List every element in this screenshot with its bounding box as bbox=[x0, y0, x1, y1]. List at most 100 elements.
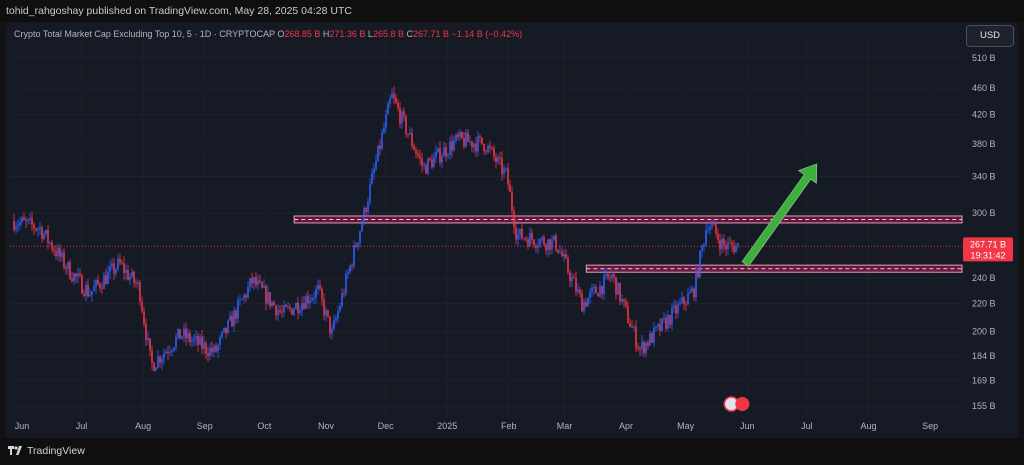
candle-body bbox=[27, 219, 29, 222]
candle-body bbox=[85, 285, 87, 296]
candle-body bbox=[59, 247, 61, 257]
candle-body bbox=[63, 252, 65, 268]
candle-body bbox=[115, 269, 117, 274]
candle-body bbox=[635, 326, 637, 348]
candle-body bbox=[125, 269, 127, 273]
candle-body bbox=[407, 133, 409, 135]
candle-body bbox=[401, 111, 403, 124]
candle-body bbox=[469, 141, 471, 143]
candle-body bbox=[723, 239, 725, 246]
candle-body bbox=[241, 298, 243, 300]
candle-body bbox=[361, 223, 363, 232]
candle-body bbox=[441, 156, 443, 163]
candle-body bbox=[641, 341, 643, 350]
candle-body bbox=[103, 275, 105, 289]
candle-body bbox=[29, 218, 31, 220]
candle-body bbox=[113, 263, 115, 274]
candle-body bbox=[661, 318, 663, 331]
candle-body bbox=[53, 249, 55, 252]
candle-body bbox=[593, 286, 595, 289]
candle-body bbox=[611, 274, 613, 279]
candle-body bbox=[391, 93, 393, 99]
ohlc-low-value: 265.8 B bbox=[372, 29, 404, 39]
candle-body bbox=[41, 227, 43, 240]
candle-body bbox=[251, 278, 253, 284]
candle-body bbox=[65, 267, 67, 269]
currency-button[interactable]: USD bbox=[966, 25, 1014, 47]
chart-panel bbox=[6, 22, 1018, 438]
candle-body bbox=[447, 155, 449, 157]
candle-body bbox=[33, 224, 35, 229]
candle-body bbox=[121, 262, 123, 264]
candle-body bbox=[177, 328, 179, 338]
candle-body bbox=[81, 275, 83, 294]
x-tick-label: Feb bbox=[501, 421, 517, 431]
candle-body bbox=[475, 143, 477, 152]
candle-body bbox=[501, 158, 503, 174]
candle-body bbox=[117, 258, 119, 270]
candle-body bbox=[525, 238, 527, 240]
candle-body bbox=[143, 311, 145, 325]
candle-body bbox=[195, 335, 197, 339]
candle-body bbox=[577, 289, 579, 292]
candle-body bbox=[717, 233, 719, 241]
y-tick-label: 220 B bbox=[972, 299, 996, 309]
candle-body bbox=[471, 141, 473, 148]
candle-body bbox=[235, 310, 237, 319]
candle-body bbox=[725, 245, 727, 250]
candle-body bbox=[629, 323, 631, 327]
candle-body bbox=[181, 336, 183, 339]
x-tick-label: Sep bbox=[922, 421, 938, 431]
y-tick-label: 510 B bbox=[972, 53, 996, 63]
candle-body bbox=[93, 286, 95, 291]
candle-body bbox=[261, 282, 263, 288]
candle-body bbox=[627, 306, 629, 324]
candle-body bbox=[167, 351, 169, 353]
candle-body bbox=[651, 333, 653, 343]
candle-body bbox=[513, 210, 515, 228]
candle-body bbox=[491, 147, 493, 149]
candle-body bbox=[493, 148, 495, 157]
y-tick-label: 420 B bbox=[972, 110, 996, 120]
candle-body bbox=[701, 246, 703, 251]
candle-body bbox=[673, 305, 675, 308]
candle-body bbox=[677, 304, 679, 314]
candle-body bbox=[243, 294, 245, 299]
candle-body bbox=[219, 337, 221, 345]
candle-body bbox=[465, 132, 467, 147]
candle-body bbox=[359, 231, 361, 243]
candle-body bbox=[667, 315, 669, 329]
candle-body bbox=[211, 347, 213, 353]
candle-body bbox=[357, 242, 359, 247]
candle-body bbox=[57, 247, 59, 257]
candle-body bbox=[705, 230, 707, 245]
x-tick-label: Mar bbox=[557, 421, 573, 431]
candle-body bbox=[213, 345, 215, 353]
candle-body bbox=[685, 303, 687, 305]
candle-body bbox=[153, 362, 155, 371]
bullish-arrow-annotation[interactable] bbox=[741, 163, 818, 267]
candle-body bbox=[431, 159, 433, 168]
candle-body bbox=[13, 220, 15, 230]
bar-countdown-timer: 19:31:42 bbox=[970, 250, 1005, 260]
candle-body bbox=[343, 293, 345, 295]
candle-body bbox=[51, 242, 53, 250]
candle-body bbox=[703, 244, 705, 247]
candle-body bbox=[19, 221, 21, 226]
y-tick-label: 300 B bbox=[972, 208, 996, 218]
candle-body bbox=[505, 168, 507, 170]
candle-body bbox=[267, 291, 269, 304]
candle-body bbox=[679, 302, 681, 305]
candle-body bbox=[529, 232, 531, 247]
candle-body bbox=[541, 237, 543, 240]
candle-body bbox=[161, 358, 163, 363]
candle-body bbox=[179, 328, 181, 339]
event-marker-icon[interactable] bbox=[735, 397, 750, 411]
candle-body bbox=[197, 335, 199, 345]
candle-body bbox=[333, 320, 335, 329]
candle-body bbox=[335, 318, 337, 321]
candle-body bbox=[429, 158, 431, 160]
candle-body bbox=[77, 273, 79, 277]
candle-body bbox=[565, 253, 567, 259]
